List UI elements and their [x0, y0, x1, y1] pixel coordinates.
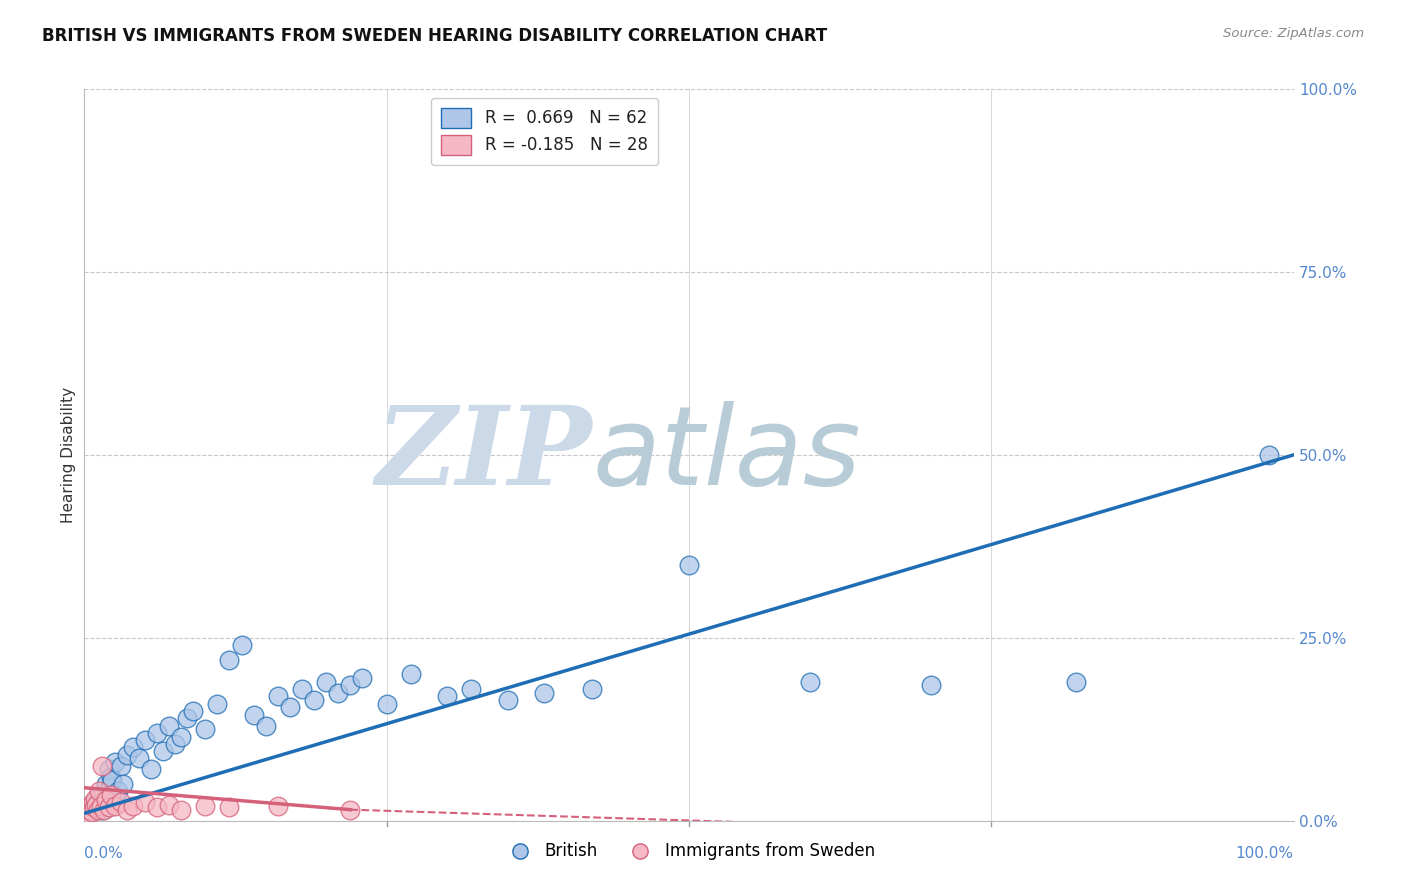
Point	[84, 796, 107, 810]
Point	[194, 799, 217, 814]
Point	[110, 796, 132, 810]
Point	[165, 737, 187, 751]
Text: Source: ZipAtlas.com: Source: ZipAtlas.com	[1223, 27, 1364, 40]
Y-axis label: Hearing Disability: Hearing Disability	[60, 387, 76, 523]
Point	[98, 780, 121, 795]
Legend: British, Immigrants from Sweden: British, Immigrants from Sweden	[496, 836, 882, 867]
Point	[157, 718, 180, 732]
Point	[128, 751, 150, 765]
Point	[157, 797, 180, 812]
Point	[121, 799, 143, 814]
Point	[83, 800, 105, 814]
Point	[104, 799, 127, 814]
Point	[112, 777, 135, 791]
Point	[104, 755, 127, 769]
Point	[920, 678, 942, 692]
Point	[315, 674, 337, 689]
Point	[121, 740, 143, 755]
Point	[134, 733, 156, 747]
Point	[86, 797, 108, 812]
Point	[97, 800, 120, 814]
Point	[97, 788, 120, 802]
Point	[94, 791, 117, 805]
Point	[302, 693, 325, 707]
Point	[100, 788, 122, 802]
Point	[267, 690, 290, 704]
Point	[82, 796, 104, 810]
Point	[94, 777, 117, 791]
Point	[77, 803, 100, 817]
Point	[242, 707, 264, 722]
Point	[375, 697, 398, 711]
Point	[267, 799, 290, 814]
Text: 100.0%: 100.0%	[1236, 847, 1294, 862]
Point	[328, 686, 350, 700]
Point	[76, 806, 98, 821]
Point	[115, 747, 138, 762]
Point	[86, 799, 108, 814]
Point	[134, 796, 156, 810]
Point	[460, 681, 482, 696]
Point	[146, 800, 169, 814]
Point	[231, 638, 253, 652]
Point	[291, 681, 314, 696]
Point	[115, 803, 138, 817]
Point	[339, 678, 361, 692]
Point	[399, 667, 422, 681]
Point	[176, 711, 198, 725]
Point	[799, 674, 821, 689]
Point	[352, 671, 374, 685]
Point	[218, 653, 240, 667]
Point	[87, 796, 110, 810]
Point	[194, 723, 217, 737]
Point	[436, 690, 458, 704]
Point	[93, 803, 115, 817]
Text: 0.0%: 0.0%	[84, 847, 124, 862]
Point	[89, 797, 111, 812]
Point	[152, 744, 174, 758]
Point	[80, 805, 103, 819]
Point	[1064, 674, 1087, 689]
Text: atlas: atlas	[592, 401, 860, 508]
Point	[101, 773, 124, 788]
Point	[77, 806, 100, 821]
Point	[104, 791, 127, 805]
Point	[278, 700, 301, 714]
Point	[86, 791, 108, 805]
Point	[107, 784, 129, 798]
Point	[79, 799, 101, 814]
Point	[93, 784, 115, 798]
Point	[170, 730, 193, 744]
Point	[496, 693, 519, 707]
Point	[90, 788, 112, 802]
Point	[146, 726, 169, 740]
Point	[110, 758, 132, 772]
Point	[218, 800, 240, 814]
Point	[533, 686, 555, 700]
Point	[91, 758, 114, 772]
Text: ZIP: ZIP	[375, 401, 592, 508]
Point	[1258, 448, 1281, 462]
Point	[86, 803, 108, 817]
Point	[339, 803, 361, 817]
Point	[207, 697, 229, 711]
Point	[139, 763, 162, 777]
Text: BRITISH VS IMMIGRANTS FROM SWEDEN HEARING DISABILITY CORRELATION CHART: BRITISH VS IMMIGRANTS FROM SWEDEN HEARIN…	[42, 27, 827, 45]
Point	[84, 791, 107, 805]
Point	[79, 803, 101, 817]
Point	[91, 803, 114, 817]
Point	[254, 718, 277, 732]
Point	[94, 793, 117, 807]
Point	[87, 784, 110, 798]
Point	[678, 558, 700, 572]
Point	[83, 800, 105, 814]
Point	[100, 770, 122, 784]
Point	[581, 681, 603, 696]
Point	[82, 799, 104, 814]
Point	[97, 763, 120, 777]
Point	[170, 803, 193, 817]
Point	[90, 799, 112, 814]
Point	[181, 704, 204, 718]
